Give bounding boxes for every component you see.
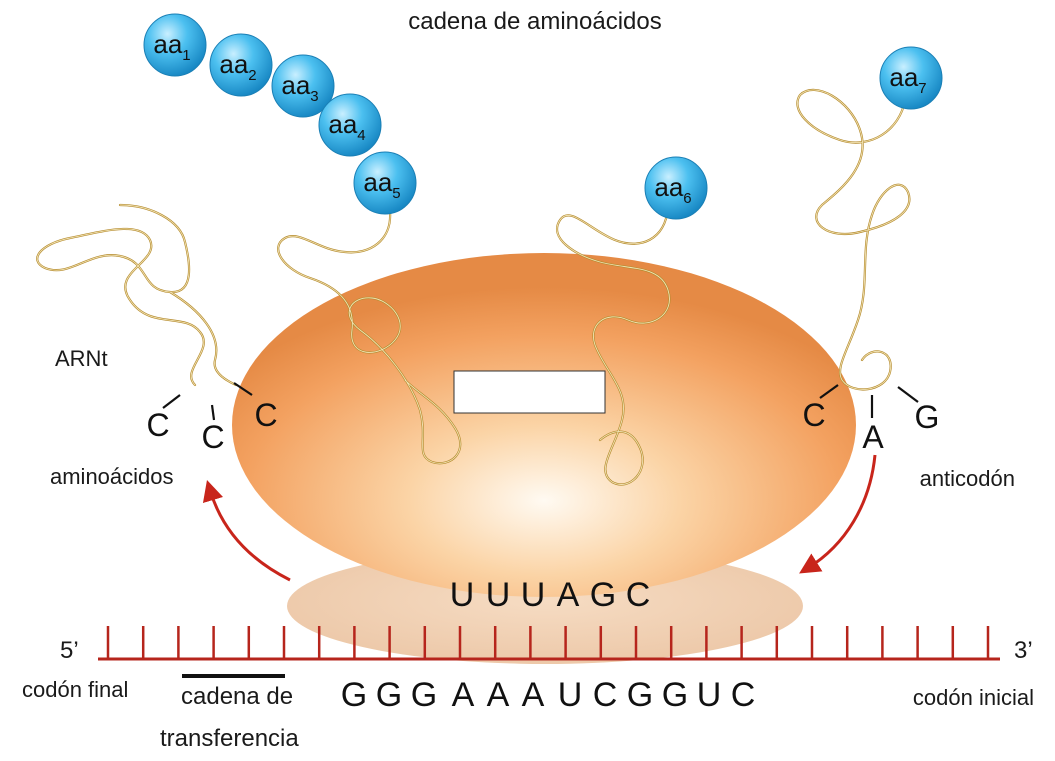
amino-acid-4: aa4 — [318, 93, 382, 157]
trna-center-left — [277, 210, 462, 465]
transfer-chain-label-line1: cadena de — [181, 683, 293, 710]
left-trna-base-3: C — [254, 397, 277, 433]
ribosome-base: G — [590, 576, 616, 614]
amino-acid-subscript: 6 — [683, 190, 691, 207]
amino-acid-sphere — [879, 46, 943, 110]
amino-acids-label: aminoácidos — [50, 464, 174, 489]
trna-left — [36, 203, 238, 387]
left-trna-base-2: C — [201, 419, 224, 455]
mrna-base: C — [731, 676, 756, 714]
amino-acid-label: aa5 — [363, 167, 400, 202]
ribosome-base: U — [521, 576, 546, 614]
right-trna-stub-3 — [897, 386, 919, 403]
trna-right — [796, 88, 911, 391]
amino-acid-1: aa1 — [143, 13, 207, 77]
transfer-chain-label-line2: transferencia — [160, 725, 299, 752]
mrna-base: G — [627, 676, 653, 714]
amino-acid-base-text: aa — [363, 167, 392, 197]
three-prime-label: 3’ — [1014, 637, 1033, 664]
amino-acid-subscript: 5 — [392, 185, 400, 202]
amino-acid-base-text: aa — [219, 49, 248, 79]
amino-acid-label: aa2 — [219, 49, 256, 84]
mrna-base: G — [411, 676, 437, 714]
blank-answer-box — [453, 370, 606, 414]
ribosome-large-subunit — [232, 253, 856, 597]
amino-acid-base-text: aa — [889, 62, 918, 92]
mrna-base: G — [341, 676, 367, 714]
amino-acid-sphere — [318, 93, 382, 157]
amino-acid-label: aa6 — [654, 172, 691, 207]
amino-acid-label: aa7 — [889, 62, 926, 97]
amino-acid-base-text: aa — [153, 29, 182, 59]
mrna-ticks — [106, 626, 990, 659]
amino-acid-subscript: 4 — [357, 127, 365, 144]
amino-acid-6: aa6 — [644, 156, 708, 220]
anticodon-label: anticodón — [920, 466, 1015, 491]
right-trna-base-3: G — [915, 399, 940, 435]
mrna-base: A — [522, 676, 545, 714]
amino-acid-sphere — [143, 13, 207, 77]
amino-acid-label: aa1 — [153, 29, 190, 64]
amino-acid-subscript: 1 — [182, 47, 190, 64]
amino-acid-label: aa3 — [281, 70, 318, 105]
left-trna-base-1: C — [146, 407, 169, 443]
left-trna-stub-2 — [210, 404, 216, 421]
amino-acid-label: aa4 — [328, 109, 365, 144]
stop-codon-label: codón final — [22, 677, 128, 702]
trna-label: ARNt — [55, 346, 108, 371]
amino-acid-2: aa2 — [209, 33, 273, 97]
amino-acid-subscript: 3 — [310, 88, 318, 105]
mrna-base: G — [662, 676, 688, 714]
right-trna-stub-1 — [819, 384, 839, 399]
amino-acid-subscript: 7 — [918, 80, 926, 97]
amino-acid-sphere — [271, 54, 335, 118]
five-prime-label: 5’ — [60, 637, 79, 664]
start-codon-label: codón inicial — [913, 685, 1034, 710]
amino-acid-sphere — [209, 33, 273, 97]
mrna-base: C — [593, 676, 618, 714]
mrna-base: G — [376, 676, 402, 714]
ribosome-base: U — [486, 576, 511, 614]
trna-center-right — [556, 206, 671, 486]
amino-acid-base-text: aa — [328, 109, 357, 139]
amino-acid-3: aa3 — [271, 54, 335, 118]
ribosome-base: C — [626, 576, 651, 614]
amino-acid-base-text: aa — [281, 70, 310, 100]
mrna-base: A — [452, 676, 475, 714]
amino-acid-sphere — [353, 151, 417, 215]
ribosome-base: U — [450, 576, 475, 614]
chain-title: cadena de aminoácidos — [408, 8, 662, 35]
right-trna-base-2: A — [862, 419, 884, 455]
amino-acid-subscript: 2 — [248, 67, 256, 84]
right-trna-base-1: C — [802, 397, 825, 433]
amino-acid-sphere — [644, 156, 708, 220]
amino-acid-base-text: aa — [654, 172, 683, 202]
left-trna-stub-1 — [162, 394, 181, 409]
mrna-base: U — [697, 676, 722, 714]
entry-arrow — [799, 454, 877, 574]
exit-arrow — [202, 479, 291, 582]
ribosome-base: A — [557, 576, 580, 614]
amino-acid-7: aa7 — [879, 46, 943, 110]
mrna-base: A — [487, 676, 510, 714]
amino-acid-5: aa5 — [353, 151, 417, 215]
mrna-base: U — [558, 676, 583, 714]
left-trna-stub-3 — [233, 382, 253, 396]
